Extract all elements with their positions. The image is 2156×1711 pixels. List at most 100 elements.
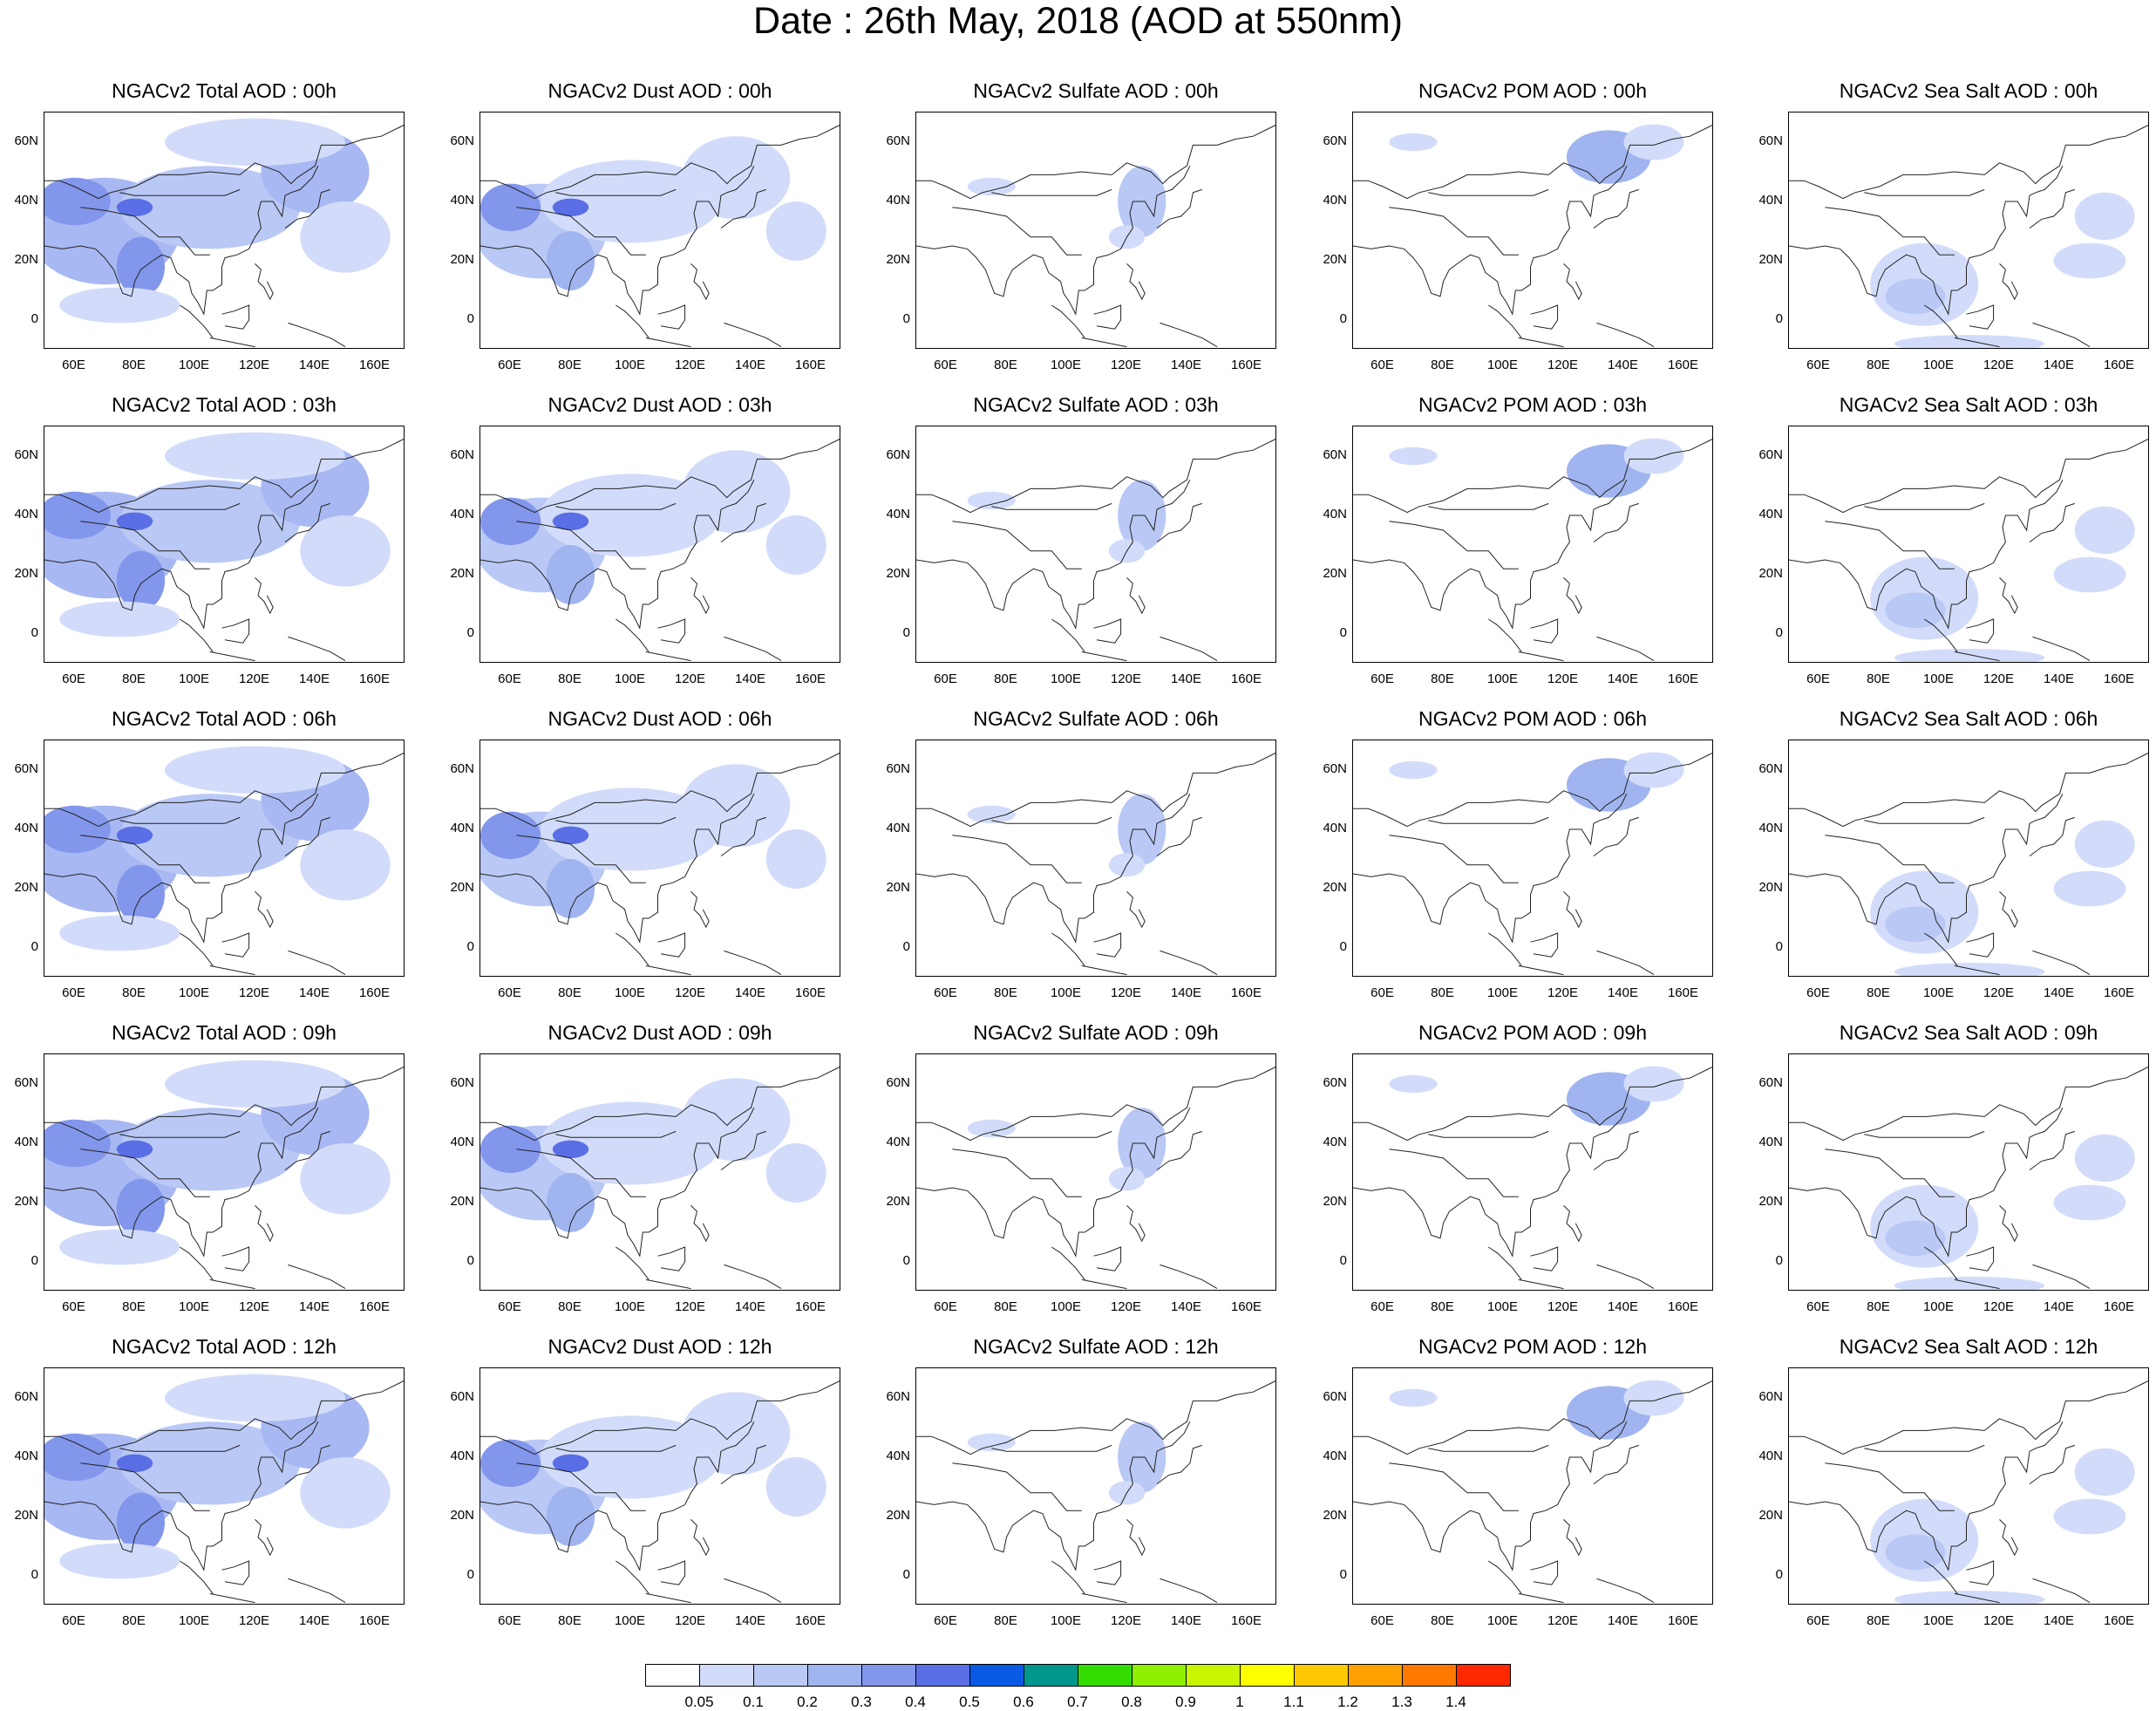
coastline: [2032, 950, 2091, 976]
coastline: [1051, 618, 1085, 652]
panel-title: NGACv2 Sea Salt AOD : 09h: [1839, 1021, 2098, 1044]
coastline: [1488, 304, 1522, 338]
lon-tick-label: 80E: [994, 1299, 1017, 1314]
coastline: [1954, 1592, 2000, 1604]
map-panel-sulfate-2: NGACv2 Sulfate AOD : 06h 60N 40N 20N 0 60E 80E…: [886, 707, 1276, 1000]
lon-tick-label: 60E: [62, 1613, 85, 1628]
lon-tick-label: 60E: [1370, 358, 1394, 372]
coastline: [80, 1462, 210, 1511]
map-panel-pom-4: NGACv2 POM AOD : 12h 60N 40N 20N 0 60E 80E 100E…: [1323, 1335, 1713, 1628]
coastline: [284, 188, 330, 229]
lon-tick-label: 60E: [62, 358, 85, 372]
lat-tick-label: 60N: [14, 761, 38, 776]
coastline: [44, 1107, 319, 1258]
coastline: [516, 835, 646, 883]
aod-plume: [682, 1392, 791, 1476]
coastline: [255, 1205, 274, 1243]
aod-plume: [967, 805, 1016, 824]
lon-tick-label: 140E: [1170, 671, 1202, 686]
coastline: [1999, 891, 2018, 929]
map-canvas: [480, 439, 840, 662]
lon-tick-label: 60E: [1806, 1613, 1830, 1628]
coastline: [991, 1444, 1112, 1452]
map-canvas: [916, 1067, 1275, 1290]
colorbar-swatch: [1456, 1664, 1511, 1687]
map-canvas: [1789, 439, 2148, 662]
coastline: [1864, 1130, 1985, 1138]
lon-tick-label: 80E: [558, 1299, 582, 1314]
aod-plume: [59, 287, 180, 324]
panel-title: NGACv2 Sulfate AOD : 06h: [973, 707, 1219, 730]
lon-tick-label: 140E: [1170, 1613, 1202, 1628]
aod-plume: [300, 201, 391, 273]
lat-tick-label: 20N: [1323, 1508, 1347, 1523]
colorbar-label: 0.8: [1121, 1694, 1142, 1710]
lat-tick-label: 60N: [1323, 133, 1347, 148]
coastline: [616, 618, 650, 652]
coastline: [1825, 1149, 1955, 1197]
coastline: [1353, 439, 1712, 514]
lon-tick-label: 160E: [1667, 358, 1699, 372]
lon-tick-label: 80E: [1867, 1299, 1890, 1314]
lat-tick-label: 0: [466, 311, 474, 326]
aod-plume: [300, 515, 391, 587]
lon-tick-label: 140E: [734, 985, 766, 1000]
aod-plume: [682, 136, 791, 220]
lon-tick-label: 60E: [934, 671, 957, 686]
aod-plume: [2074, 1448, 2135, 1496]
lat-tick-label: 0: [1339, 1253, 1347, 1268]
coastline: [991, 1130, 1112, 1138]
lon-tick-label: 60E: [62, 985, 85, 1000]
coastline: [1954, 651, 2000, 662]
lat-tick-label: 40N: [1758, 821, 1783, 835]
lon-tick-label: 80E: [558, 985, 582, 1000]
map-canvas: [44, 432, 404, 662]
lon-tick-label: 60E: [498, 1299, 521, 1314]
lon-tick-label: 120E: [1547, 1299, 1579, 1314]
lon-tick-label: 60E: [498, 671, 521, 686]
lon-tick-label: 120E: [1983, 1299, 2015, 1314]
map-frame: [479, 740, 840, 977]
lat-tick-label: 20N: [450, 1194, 474, 1209]
coastline: [1593, 1130, 1639, 1171]
coastline: [1966, 304, 1995, 330]
coastline: [1864, 816, 1985, 824]
lon-tick-label: 140E: [2043, 985, 2075, 1000]
lat-tick-label: 40N: [450, 193, 474, 208]
coastline: [2029, 188, 2075, 229]
colorbar-swatch: [645, 1664, 700, 1687]
lon-tick-label: 100E: [1486, 358, 1519, 372]
aod-plume: [1623, 124, 1684, 160]
aod-plume: [165, 746, 345, 794]
coastline: [1160, 1264, 1218, 1290]
coastline: [480, 1107, 755, 1258]
lat-tick-label: 0: [902, 939, 910, 954]
lon-tick-label: 80E: [1867, 985, 1890, 1000]
lat-tick-label: 0: [1339, 625, 1347, 640]
lon-tick-label: 100E: [178, 1299, 210, 1314]
map-panel-sulfate-1: NGACv2 Sulfate AOD : 03h 60N 40N 20N 0 60E 80E…: [886, 393, 1276, 686]
lon-tick-label: 100E: [1486, 985, 1519, 1000]
aod-plume: [2074, 506, 2135, 555]
coastline: [1789, 125, 2148, 200]
coastline: [1126, 263, 1146, 301]
coastline: [1389, 521, 1519, 569]
aod-plume: [967, 177, 1016, 196]
panel-title: NGACv2 Dust AOD : 00h: [548, 79, 772, 102]
lat-tick-label: 20N: [450, 252, 474, 267]
lon-tick-label: 140E: [1170, 358, 1202, 372]
lon-tick-label: 120E: [674, 1613, 706, 1628]
coastline: [1924, 1560, 1958, 1594]
colorbar-label: 0.5: [959, 1694, 980, 1710]
colorbar-label: 0.2: [797, 1694, 818, 1710]
map-canvas: [916, 439, 1275, 662]
lon-tick-label: 160E: [358, 1299, 391, 1314]
lon-tick-label: 120E: [1983, 671, 2015, 686]
map-panel-total-0: NGACv2 Total AOD : 00h 60N 40N 20N 0 60E 80E 10…: [14, 79, 405, 372]
lon-tick-label: 160E: [358, 1613, 391, 1628]
aod-plume: [44, 1433, 111, 1482]
lat-tick-label: 40N: [450, 821, 474, 835]
coastline: [480, 793, 755, 944]
lon-tick-label: 120E: [1110, 985, 1142, 1000]
lon-tick-label: 120E: [238, 1613, 270, 1628]
